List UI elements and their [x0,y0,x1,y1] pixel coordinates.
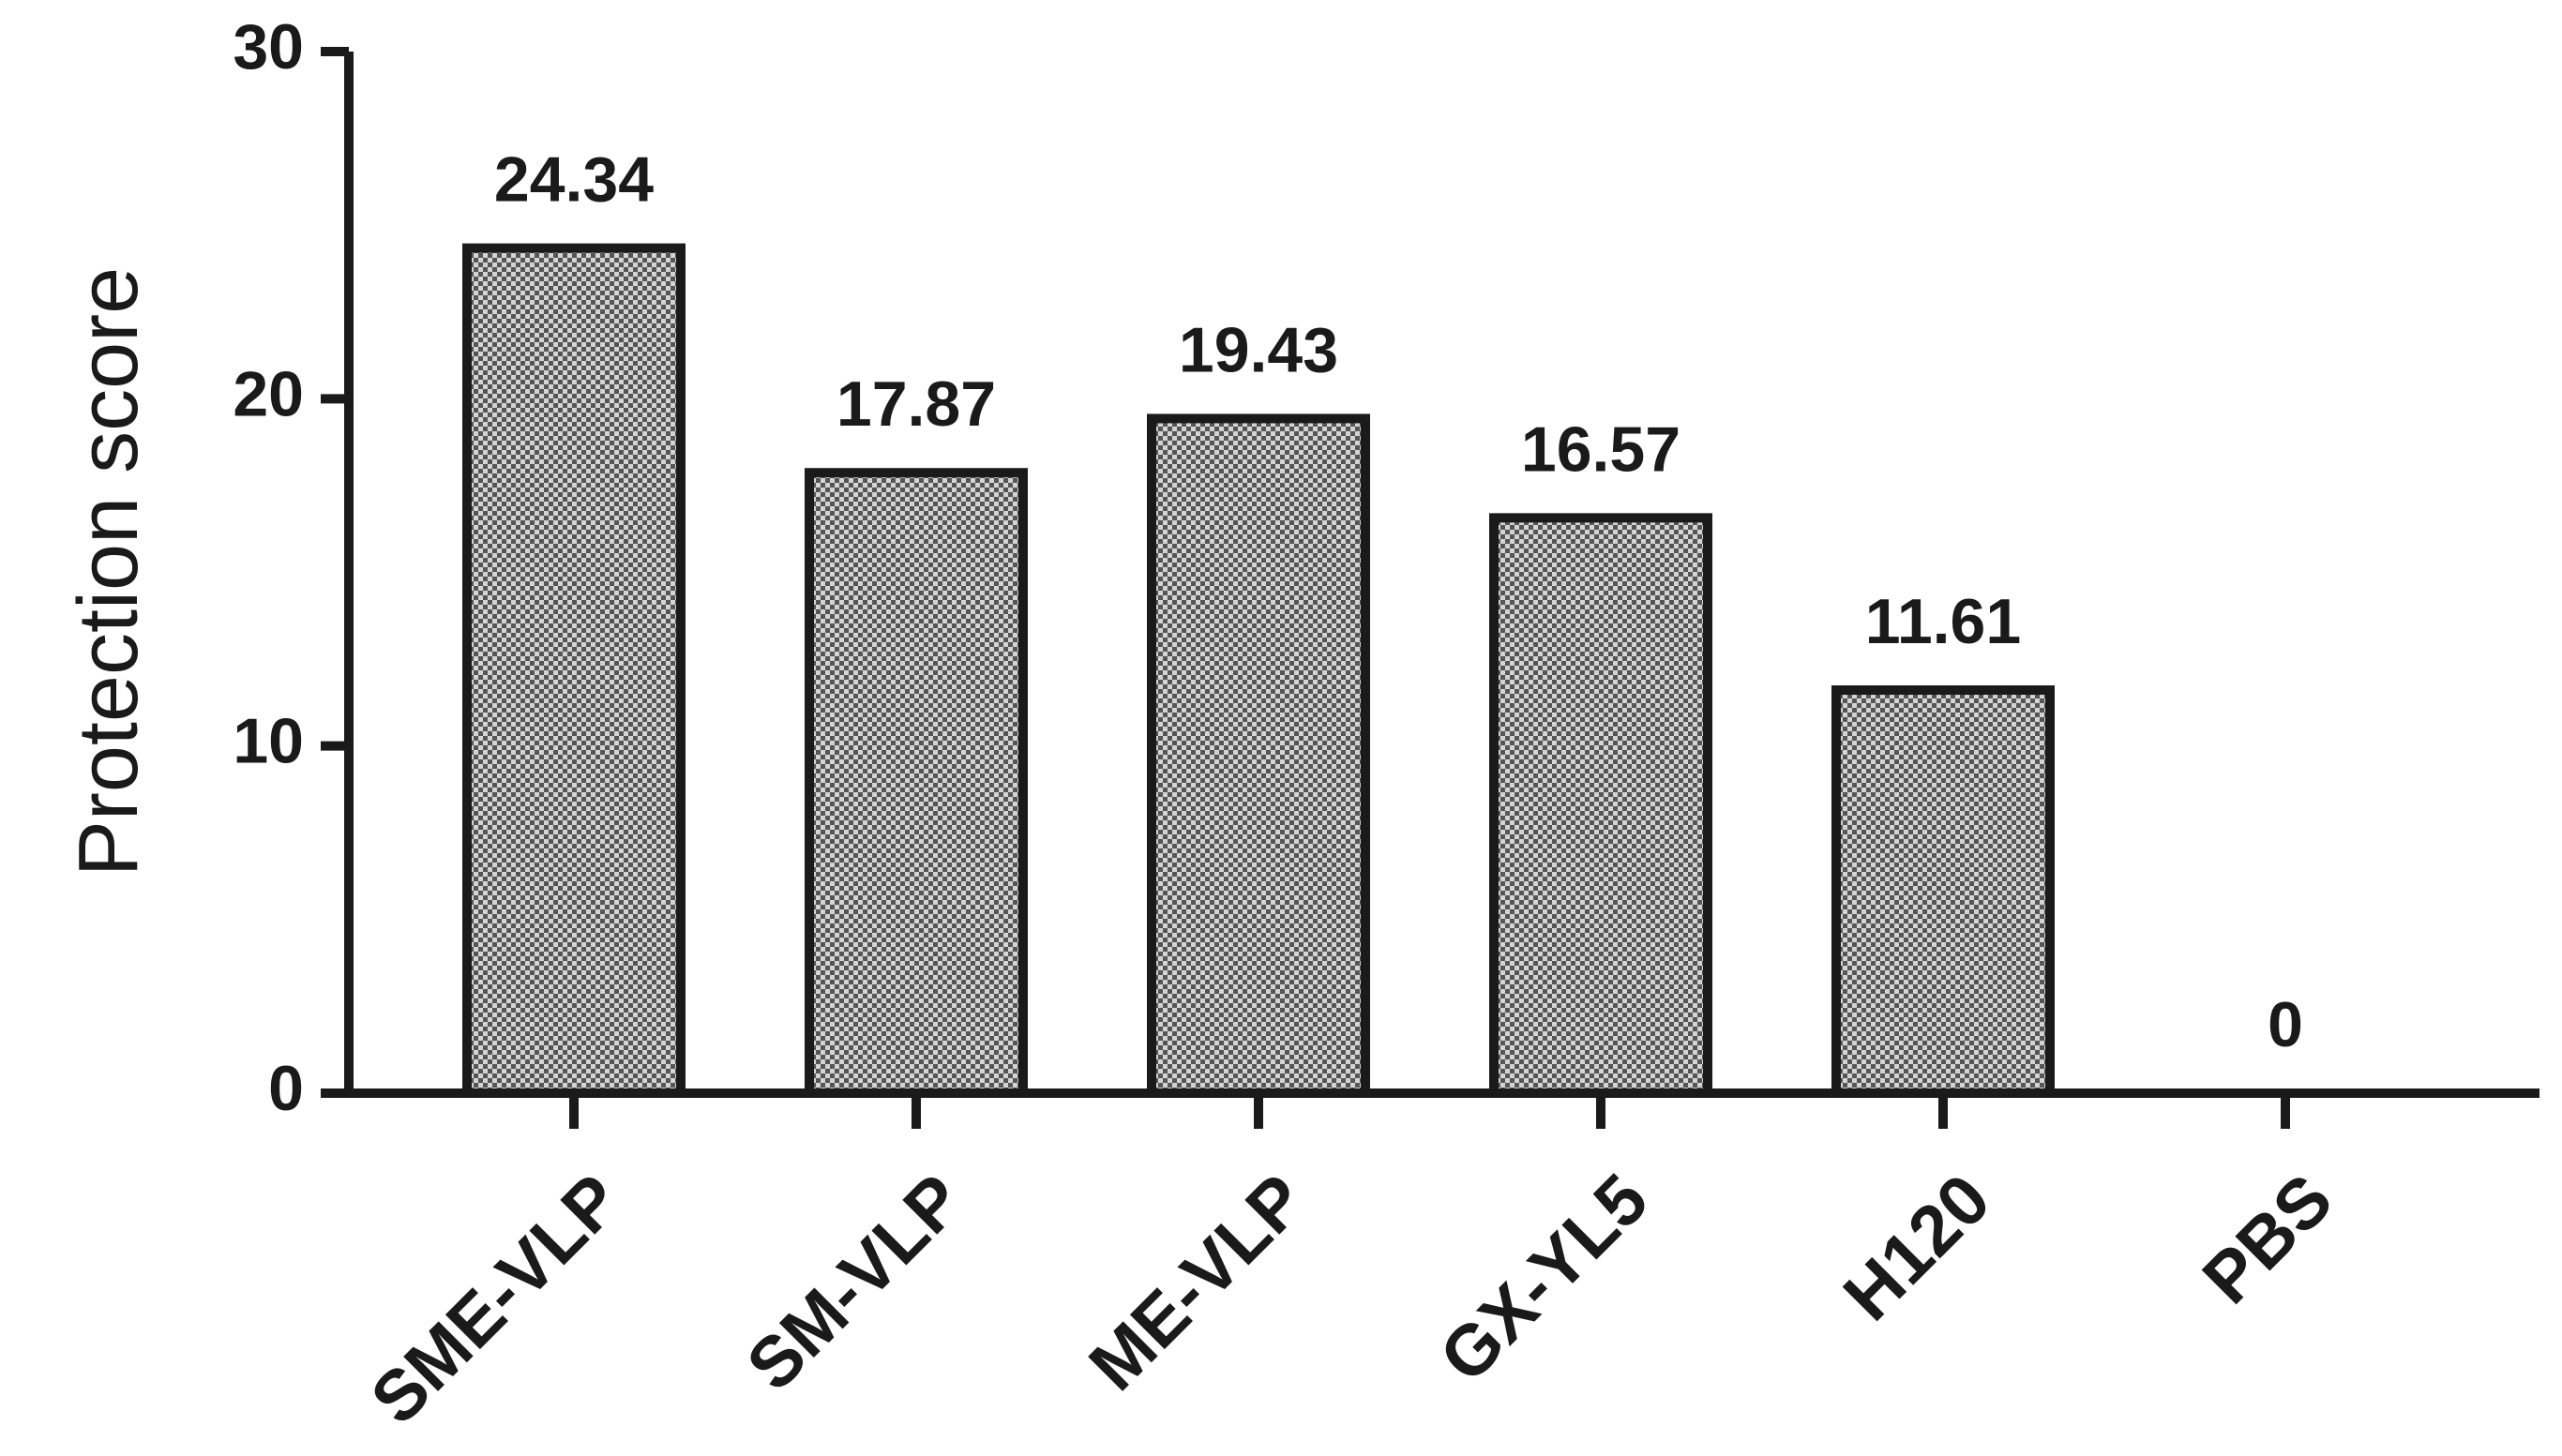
bars-group: 24.34 17.87 19.43 16.57 11.61 0 [462,144,2303,1099]
y-tick-label: 0 [268,1053,304,1124]
bar [805,468,1028,1098]
bar [1147,413,1370,1098]
y-ticks: 0 10 20 30 [233,11,349,1124]
x-ticks: SME-VLP SM-VLP ME-VLP GX-YL5 H120 PBS [356,1093,2348,1439]
x-tick-label: SME-VLP [356,1159,637,1439]
bar [462,243,686,1099]
x-tick-label: ME-VLP [1074,1159,1320,1405]
bar-value-label: 16.57 [1521,413,1680,485]
bar-value-label: 24.34 [494,144,654,216]
x-tick-label: H120 [1829,1159,2006,1336]
y-tick-label: 10 [233,706,304,777]
y-axis-title: Protection score [62,267,156,877]
bar-value-label: 0 [2268,989,2303,1060]
x-tick-label: GX-YL5 [1424,1159,1663,1397]
bar-value-label: 19.43 [1179,314,1338,385]
bar [1831,685,2055,1099]
bar-value-label: 17.87 [836,368,996,440]
y-tick-label: 30 [233,11,304,83]
x-tick-label: SM-VLP [731,1159,978,1405]
bar [1489,513,1712,1098]
x-tick-label: PBS [2188,1159,2348,1319]
y-tick-label: 20 [233,358,304,429]
bar-value-label: 11.61 [1865,586,2021,657]
